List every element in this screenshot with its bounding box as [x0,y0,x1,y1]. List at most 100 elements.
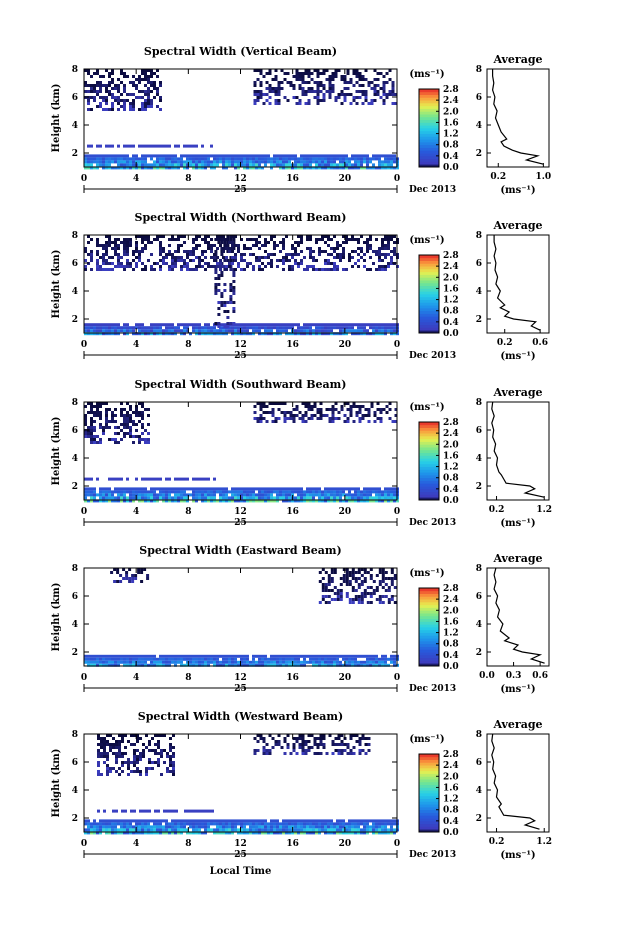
colorbar-segment [419,114,439,118]
heatmap-cell [141,822,144,826]
heatmap-cell [144,819,147,823]
heatmap-cell [123,660,126,664]
heatmap-cell [340,749,344,752]
colorbar-segment [419,469,439,473]
heatmap-cell [141,96,144,99]
heatmap-cell [135,154,138,158]
heatmap-cell [366,499,369,503]
heatmap-cell [322,72,326,75]
heatmap-cell [165,825,168,829]
heatmap-cell [84,268,87,271]
heatmap-cell [141,262,144,265]
heatmap-cell [136,767,139,770]
colorbar-segment [419,762,439,766]
heatmap-cell [393,250,396,253]
heatmap-cell [300,828,303,832]
heatmap-cell [318,601,322,604]
heatmap-cell [204,490,207,494]
heatmap-cell [334,96,338,99]
heatmap-cell [90,438,93,441]
heatmap-cell [138,825,141,829]
heatmap-cell [393,326,396,330]
heatmap-cell [106,770,109,773]
heatmap-cell [237,499,240,503]
heatmap-cell [390,657,393,661]
heatmap-cell [111,496,114,500]
heatmap-cell [111,96,114,99]
heatmap-cell [157,758,160,761]
heatmap-cell [130,761,133,764]
heatmap-cell [123,496,126,500]
heatmap-cell [318,490,321,494]
colorbar-tick-label: 0.0 [443,662,459,672]
heatmap-cell [90,326,93,330]
heatmap-cell [339,595,343,598]
heatmap-cell [114,332,117,336]
heatmap-cell [183,265,186,268]
heatmap-cell [138,157,141,161]
heatmap-cell [259,737,263,740]
heatmap-cell [375,332,378,336]
heatmap-cell [306,654,309,658]
heatmap-cell [150,657,153,661]
heatmap-cell [87,657,90,661]
heatmap-cell [106,740,109,743]
heatmap-cell [252,825,255,829]
colorbar-tick-label: 2.0 [443,606,459,616]
heatmap-cell [210,496,213,500]
heatmap-cell [120,81,123,84]
heatmap-cell [351,166,354,170]
heatmap-cell [126,244,129,247]
colorbar-tick-label: 1.2 [443,795,459,805]
heatmap-cell [337,743,341,746]
heatmap-cell [327,487,330,491]
heatmap-cell [112,809,115,813]
heatmap-cell [177,487,180,491]
heatmap-cell [114,499,117,503]
heatmap-cell [267,241,270,244]
heatmap-cell [174,490,177,494]
heatmap-cell [159,326,162,330]
heatmap-cell [294,163,297,167]
heatmap-cell [135,256,138,259]
colorbar-segment [419,790,439,794]
heatmap-cell [97,764,100,767]
heatmap-cell [207,660,210,664]
heatmap-cell [315,323,318,327]
heatmap-cell [225,265,228,268]
heatmap-cell [118,773,121,776]
heatmap-cell [291,268,294,271]
heatmap-cell [172,773,175,776]
heatmap-cell [246,663,249,667]
heatmap-cell [270,259,273,262]
heatmap-cell [90,660,93,664]
heatmap-cell [168,265,171,268]
heatmap-cell [165,493,168,497]
heatmap-cell [240,496,243,500]
heatmap-cell [90,154,93,158]
heatmap-cell [360,166,363,170]
heatmap-cell [358,405,362,408]
heatmap-cell [322,746,326,749]
heatmap-cell [288,259,291,262]
heatmap-cell [384,323,387,327]
heatmap-cell [256,78,260,81]
heatmap-cell [198,262,201,265]
heatmap-cell [316,93,320,96]
heatmap-cell [180,828,183,832]
heatmap-cell [267,828,270,832]
heatmap-cell [87,660,90,664]
heatmap-cell [90,402,93,405]
heatmap-cell [255,831,258,835]
heatmap-cell [159,166,162,170]
heatmap-cell [183,657,186,661]
heatmap-cell [105,493,108,497]
heatmap-cell [96,265,99,268]
heatmap-cell [294,496,297,500]
heatmap-cell [204,329,207,333]
heatmap-cell [303,154,306,158]
heatmap-cell [342,487,345,491]
heatmap-cell [297,490,300,494]
heatmap-cell [354,657,357,661]
heatmap-cell [367,81,371,84]
